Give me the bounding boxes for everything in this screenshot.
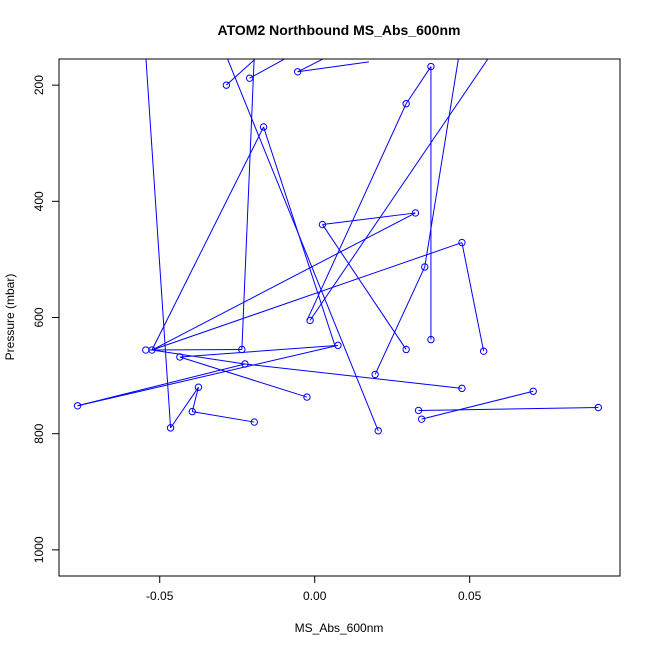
y-tick-label: 800	[32, 423, 46, 443]
data-point	[223, 82, 229, 88]
series-line-segment	[307, 104, 406, 321]
series-line-segment	[245, 364, 462, 388]
x-tick-label: -0.05	[146, 589, 174, 603]
series-line-segment	[322, 213, 415, 225]
series-line-segment	[180, 357, 307, 397]
data-point	[195, 384, 201, 390]
series-line-segment	[425, 56, 459, 267]
series-points	[74, 63, 601, 434]
series-lines	[78, 51, 599, 430]
y-tick-label: 1000	[32, 536, 46, 563]
x-axis: -0.05 0.00 0.05	[146, 576, 482, 603]
series-line-segment	[419, 408, 599, 411]
y-axis: 200 400 600 800 1000	[32, 75, 59, 563]
y-tick-label: 200	[32, 75, 46, 95]
series-line-segment	[422, 391, 534, 419]
x-tick-label: 0.00	[303, 589, 327, 603]
series-line-segment	[152, 213, 415, 350]
chart-title: ATOM2 Northbound MS_Abs_600nm	[218, 22, 461, 38]
y-tick-label: 600	[32, 307, 46, 327]
series-line-segment	[171, 387, 199, 428]
series-line-segment	[78, 345, 338, 405]
series-line-segment	[462, 243, 484, 352]
y-axis-label: Pressure (mbar)	[3, 274, 17, 361]
series-line-segment	[192, 412, 254, 422]
plot-frame	[59, 59, 620, 576]
series-line-segment	[149, 349, 242, 350]
series-line-segment	[226, 56, 378, 431]
y-tick-label: 400	[32, 191, 46, 211]
data-point	[418, 416, 424, 422]
series-line-segment	[375, 267, 425, 374]
series-line-segment	[78, 364, 245, 406]
x-tick-label: 0.05	[458, 589, 482, 603]
x-axis-label: MS_Abs_600nm	[295, 621, 384, 635]
series-line-segment	[406, 67, 431, 104]
series-line-segment	[226, 51, 263, 85]
series-line-segment	[310, 56, 490, 320]
series-line-segment	[146, 56, 171, 428]
data-point	[372, 371, 378, 377]
data-point	[143, 347, 149, 353]
